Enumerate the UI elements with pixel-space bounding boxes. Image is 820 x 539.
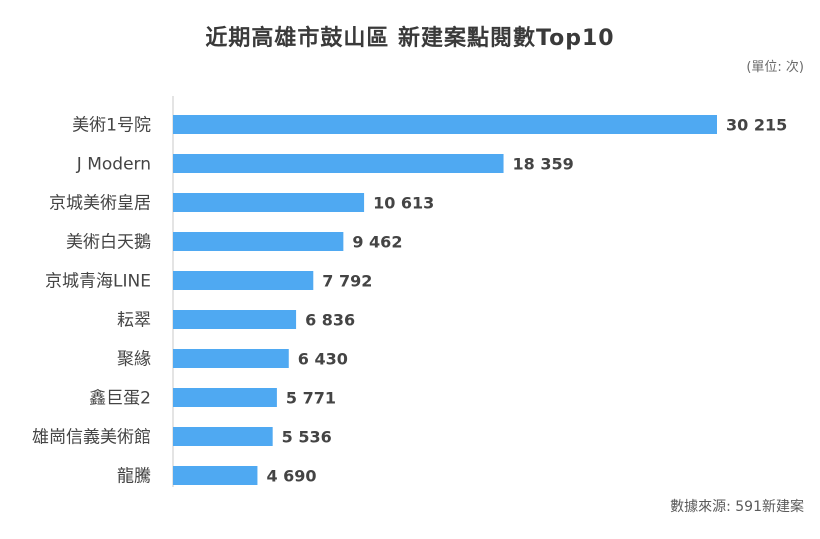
bar xyxy=(173,427,273,446)
unit-note: (單位: 次) xyxy=(746,60,804,75)
category-label: 鑫巨蛋2 xyxy=(89,389,151,409)
source-note: 數據來源: 591新建案 xyxy=(670,499,804,515)
category-label: 京城美術皇居 xyxy=(49,194,151,214)
category-label: 龍騰 xyxy=(117,467,151,487)
value-label: 6 430 xyxy=(298,350,348,369)
value-label: 9 462 xyxy=(352,233,402,252)
bar xyxy=(173,310,297,329)
category-label: 美術1号院 xyxy=(72,116,151,136)
bar xyxy=(173,271,314,290)
value-label: 18 359 xyxy=(513,155,574,174)
category-label: 雄崗信義美術館 xyxy=(32,428,151,448)
value-label: 7 792 xyxy=(322,272,372,291)
bar xyxy=(173,232,344,251)
value-label: 6 836 xyxy=(305,311,355,330)
bar xyxy=(173,154,504,173)
chart-title: 近期高雄市鼓山區 新建案點閱數Top10 xyxy=(205,26,615,51)
category-label: 聚緣 xyxy=(117,350,151,370)
category-label: 京城青海LINE xyxy=(45,272,151,292)
bar xyxy=(173,466,258,485)
category-label: 美術白天鵝 xyxy=(66,233,151,253)
value-label: 10 613 xyxy=(373,194,434,213)
value-label: 4 690 xyxy=(266,467,316,486)
bar xyxy=(173,349,289,368)
category-label: J Modern xyxy=(76,155,151,175)
bar xyxy=(173,388,277,407)
value-label: 5 771 xyxy=(286,389,336,408)
category-label: 耘翠 xyxy=(117,311,151,331)
value-label: 5 536 xyxy=(282,428,332,447)
value-label: 30 215 xyxy=(726,116,787,135)
bar xyxy=(173,193,365,212)
bar xyxy=(173,115,717,134)
